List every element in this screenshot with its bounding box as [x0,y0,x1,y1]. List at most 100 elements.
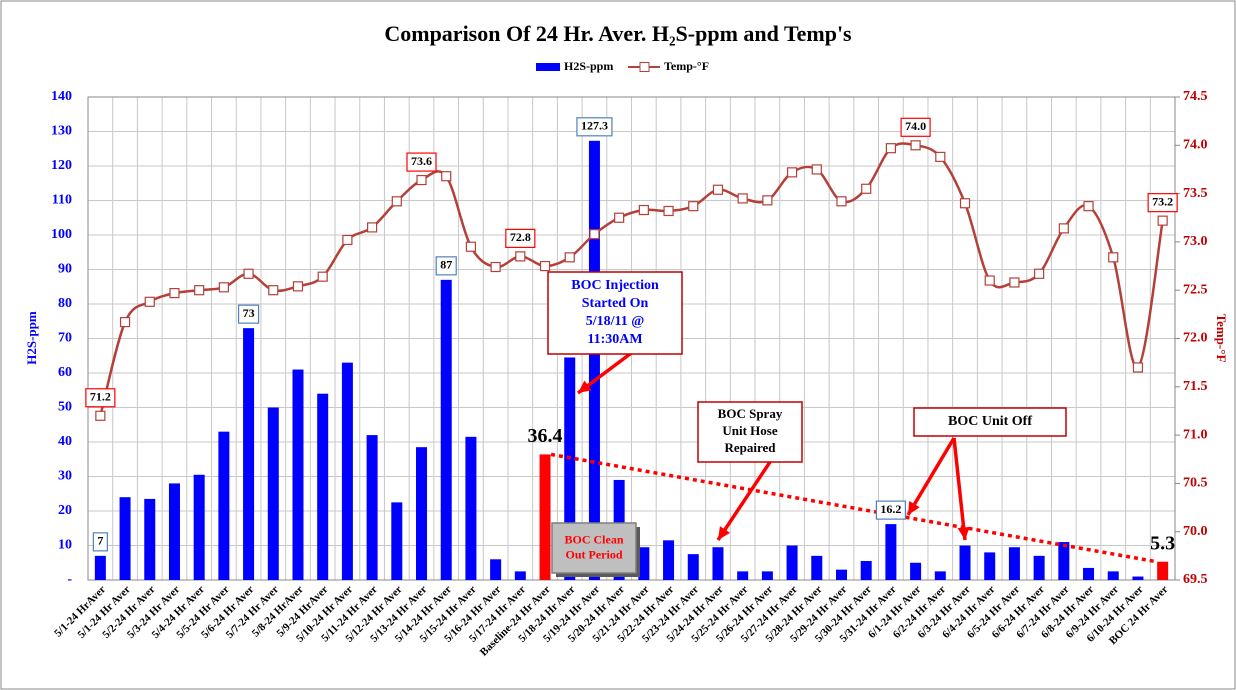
y2-tick-label: 72.0 [1183,331,1208,346]
y-tick-label: 120 [51,158,72,173]
data-label-box [900,117,931,137]
arrow-shaft [716,461,772,541]
bar [391,502,403,580]
temp-marker [737,193,748,204]
y2-tick-label: 74.5 [1183,89,1208,104]
bar [959,545,971,580]
bar [539,454,551,580]
temp-marker [935,151,946,162]
bar [638,547,650,580]
temp-marker [243,268,254,279]
temp-marker [95,410,106,421]
temp-marker [1009,277,1020,288]
data-label-box [85,388,116,408]
callout-text: 5/18/11 @ [586,314,645,329]
temp-marker [663,205,674,217]
data-label-box [92,532,108,552]
bar [761,571,773,580]
data-label-group: 87 [435,256,457,276]
temp-marker [762,195,773,206]
y-tick-label: 80 [58,296,72,311]
temp-marker [1034,268,1045,279]
y-tick-label: 70 [58,331,72,346]
temp-marker [119,316,131,328]
y-axis-label: H2S-ppm [24,311,39,365]
temp-marker [836,196,847,207]
y2-tick-label: 72.5 [1183,282,1208,297]
data-label-group: 127.3 [576,117,613,137]
y2-tick-label: 73.5 [1183,186,1208,201]
temp-marker [885,143,896,154]
y-tick-label: 130 [51,124,72,139]
data-label-box [435,256,457,276]
bar [786,545,798,580]
bar [292,369,304,580]
bar [267,407,279,580]
callout-box [697,401,803,463]
y2-tick-label: 71.0 [1183,427,1208,442]
y-tick-label: - [67,572,72,587]
temp-marker [984,275,995,286]
bar [243,328,255,580]
data-label-box [406,152,437,172]
bar [835,569,847,580]
data-label: 16.2 [880,502,901,516]
data-label-group: 71.2 [85,388,116,408]
data-label: 71.2 [90,390,111,404]
legend-label: H2S-ppm [564,59,613,73]
temp-marker [268,285,279,296]
data-label: 73.6 [411,154,432,168]
y2-tick-label: 70.5 [1183,476,1208,491]
callout-box [547,271,683,355]
callout-box [551,522,637,574]
bar [218,431,230,580]
bar [366,435,378,580]
bar [119,497,131,580]
temp-marker [959,198,971,209]
y-tick-label: 40 [58,434,72,449]
bar [1033,555,1045,580]
arrow-shaft [906,437,956,516]
temp-marker [688,201,699,212]
data-label: 87 [440,258,452,272]
callout-text: BOC Spray [718,406,783,421]
y2-tick-label: 71.5 [1183,379,1208,394]
callout-box [913,407,1067,437]
bar [712,547,724,580]
legend-swatch [536,63,560,71]
bar [811,555,823,580]
data-label: 73 [243,306,255,320]
bar [1058,542,1070,580]
data-label-box [505,228,536,248]
callout-text: 11:30AM [587,332,642,347]
temp-marker [712,184,724,195]
arrow-head [718,526,731,540]
y2-tick-label: 73.0 [1183,234,1208,249]
temp-marker [367,222,378,233]
data-label: 7 [97,534,103,548]
bar [1008,547,1020,580]
temp-marker [614,212,625,223]
temp-marker [465,241,477,252]
bar [588,140,600,580]
arrow-head [578,380,592,393]
y-tick-label: 50 [58,400,72,415]
callout-text: Repaired [724,440,776,455]
data-label-box [237,304,260,324]
chart-title: Comparison Of 24 Hr. Aver. H₂S-ppm and T… [384,21,852,46]
temp-marker [786,167,798,178]
bar [1083,567,1095,580]
bar [168,483,180,580]
temp-marker [441,171,452,182]
y-tick-label: 110 [52,193,72,208]
bar [1107,571,1119,580]
temp-marker [218,282,229,293]
temp-marker [1108,252,1119,263]
temp-marker [515,251,526,262]
callout-text: Out Period [566,547,623,561]
temp-marker [1058,223,1069,234]
y-tick-label: 100 [51,227,72,242]
bar [416,447,428,580]
bar [1157,561,1169,580]
